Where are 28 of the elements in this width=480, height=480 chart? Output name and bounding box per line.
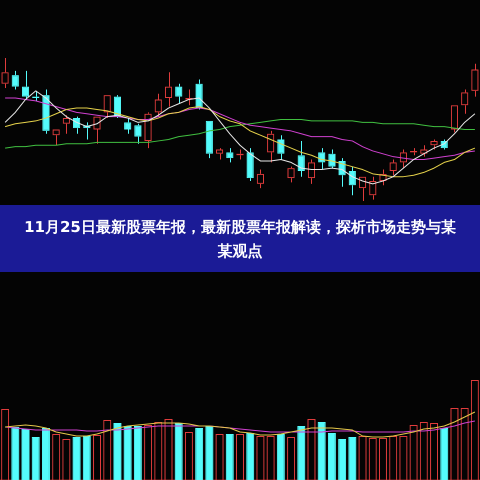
bar bbox=[226, 434, 234, 480]
candlestick bbox=[348, 166, 356, 196]
bar bbox=[22, 429, 30, 480]
bar bbox=[174, 423, 183, 480]
bar bbox=[246, 433, 254, 480]
bar bbox=[328, 433, 336, 480]
bar bbox=[11, 427, 20, 480]
bar bbox=[440, 428, 448, 480]
bar bbox=[195, 428, 204, 480]
candlestick bbox=[277, 134, 284, 160]
candlestick bbox=[298, 140, 305, 178]
text: 11月25日最新股票年报，最新股票年报解读，探析市场走势与某某观点 bbox=[0, 205, 480, 272]
bar bbox=[113, 423, 122, 480]
bar bbox=[42, 428, 50, 480]
bar bbox=[318, 422, 326, 480]
bar bbox=[338, 439, 346, 480]
bar bbox=[134, 426, 142, 480]
candlestick bbox=[226, 148, 234, 163]
bar bbox=[205, 426, 214, 480]
bar bbox=[72, 437, 81, 480]
candlestick bbox=[206, 120, 213, 159]
bar bbox=[82, 436, 91, 480]
bar bbox=[348, 437, 356, 480]
bar bbox=[297, 426, 306, 480]
candlestick bbox=[246, 148, 254, 182]
bar bbox=[124, 426, 132, 480]
bar bbox=[276, 434, 285, 480]
bar bbox=[32, 437, 40, 480]
